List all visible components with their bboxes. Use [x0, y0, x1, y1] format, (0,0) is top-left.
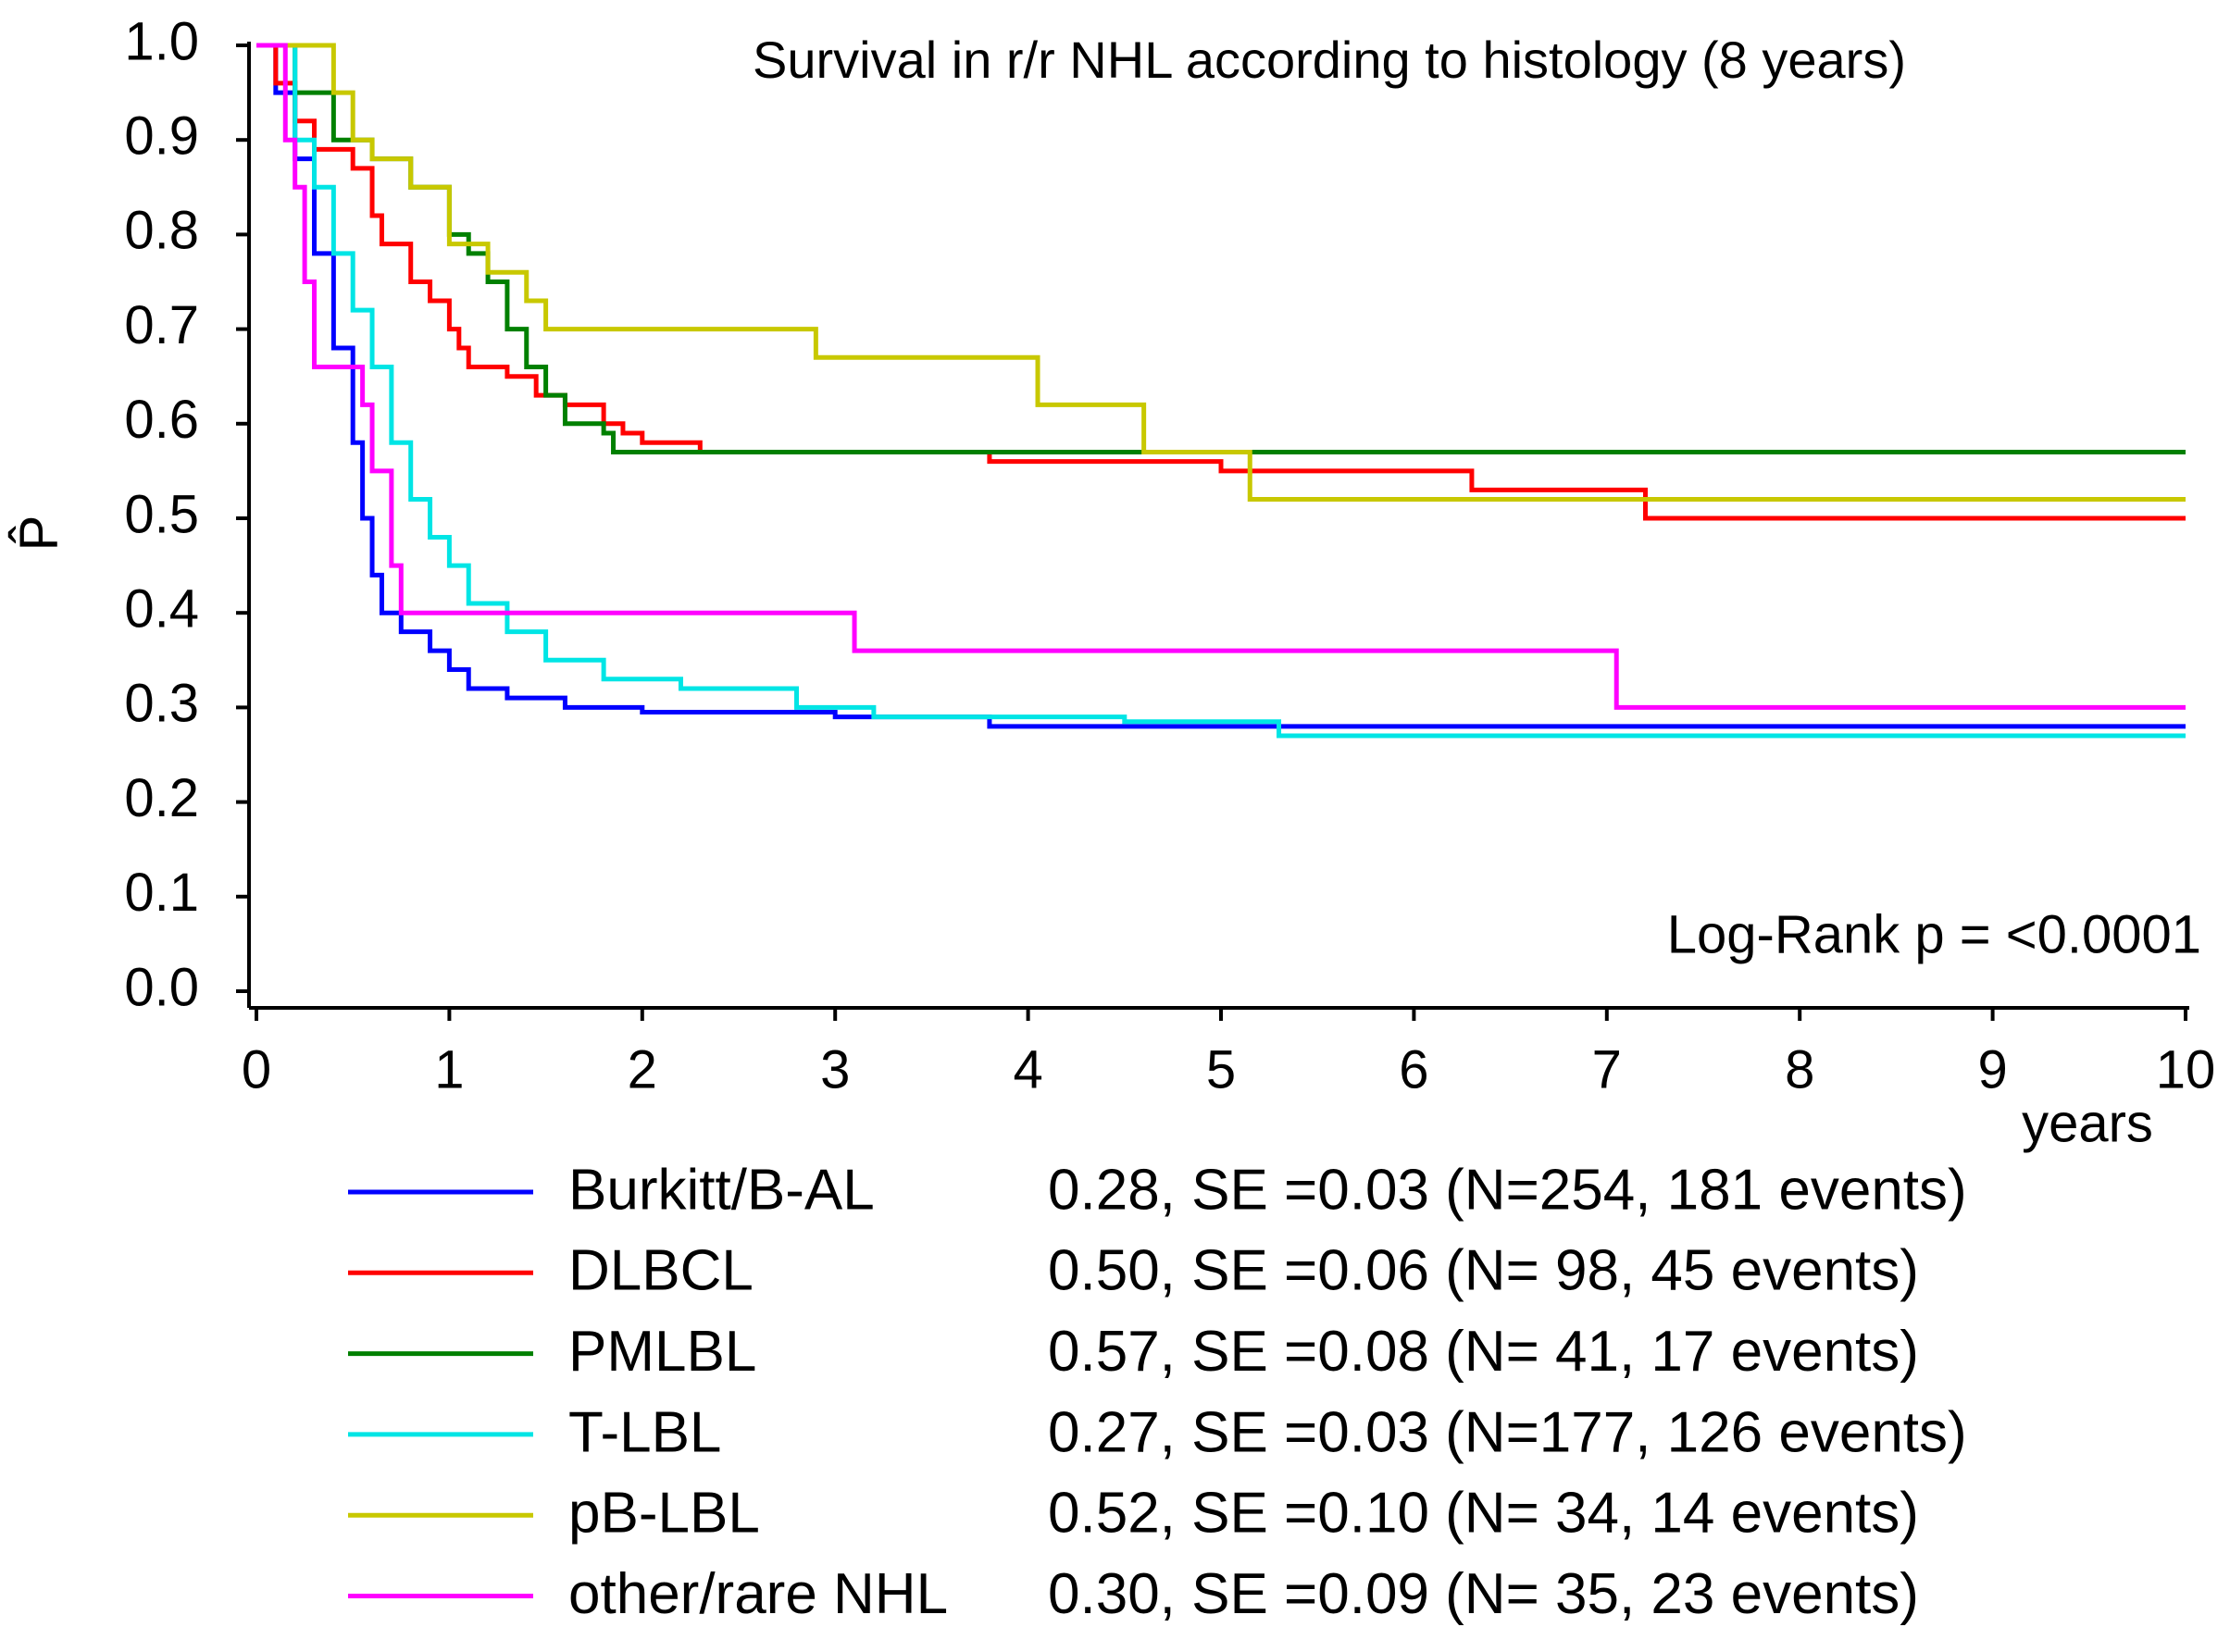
y-tick-label: 0.7: [124, 295, 199, 355]
x-axis-label: years: [2022, 1093, 2153, 1153]
legend-name: pB-LBL: [568, 1482, 760, 1546]
y-axis-label: P̂: [8, 515, 69, 552]
x-tick-label: 2: [628, 1039, 657, 1099]
y-tick-label: 0.8: [124, 201, 199, 261]
survival-curve: [256, 43, 2186, 521]
x-tick-label: 4: [1013, 1039, 1042, 1099]
legend-stats: 0.27, SE =0.03 (N=177, 126 events): [1048, 1400, 1967, 1464]
legend-stats: 0.50, SE =0.06 (N= 98, 45 events): [1048, 1239, 1919, 1303]
chart-title: Survival in r/r NHL according to histolo…: [753, 31, 1906, 89]
y-tick-label: 0.6: [124, 390, 199, 450]
x-tick-label: 5: [1206, 1039, 1236, 1099]
legend-stats: 0.57, SE =0.08 (N= 41, 17 events): [1048, 1320, 1919, 1384]
legend-name: T-LBL: [568, 1400, 721, 1464]
legend-name: Burkitt/B-AL: [568, 1158, 875, 1222]
y-tick-label: 0.0: [124, 957, 199, 1017]
x-tick-label: 9: [1977, 1039, 2007, 1099]
y-tick-label: 1.0: [124, 11, 199, 71]
x-tick-label: 6: [1399, 1039, 1428, 1099]
survival-curve: [256, 43, 2186, 729]
x-tick-label: 7: [1592, 1039, 1622, 1099]
survival-curve: [256, 43, 2186, 710]
legend-stats: 0.52, SE =0.10 (N= 34, 14 events): [1048, 1482, 1919, 1546]
y-tick-label: 0.1: [124, 863, 199, 923]
y-tick-label: 0.3: [124, 674, 199, 734]
survival-curve: [256, 43, 2186, 503]
x-tick-label: 1: [434, 1039, 464, 1099]
x-tick-label: 10: [2156, 1039, 2216, 1099]
y-tick-label: 0.2: [124, 768, 199, 828]
legend-name: other/rare NHL: [568, 1562, 948, 1626]
legend-name: PMLBL: [568, 1320, 756, 1384]
y-tick-label: 0.9: [124, 106, 199, 167]
legend-name: DLBCL: [568, 1239, 754, 1303]
y-tick-label: 0.5: [124, 484, 199, 544]
x-tick-label: 0: [242, 1039, 271, 1099]
y-tick-label: 0.4: [124, 579, 199, 640]
survival-curve: [256, 43, 2186, 454]
annotation: Log-Rank p = <0.0001: [1667, 904, 2201, 964]
legend-stats: 0.28, SE =0.03 (N=254, 181 events): [1048, 1158, 1967, 1222]
x-tick-label: 3: [820, 1039, 850, 1099]
legend-stats: 0.30, SE =0.09 (N= 35, 23 events): [1048, 1562, 1919, 1626]
x-tick-label: 8: [1785, 1039, 1814, 1099]
survival-curve: [256, 43, 2186, 739]
